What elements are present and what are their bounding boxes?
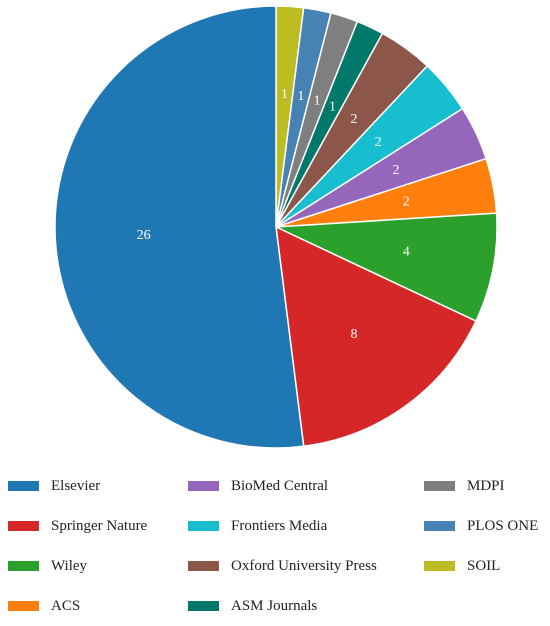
- legend-label: ASM Journals: [231, 597, 318, 614]
- slice-value-label-wiley: 4: [403, 244, 410, 259]
- slice-value-label-plos-one: 1: [297, 89, 304, 104]
- legend-label: MDPI: [467, 477, 505, 494]
- legend-item-wiley: Wiley: [8, 546, 87, 586]
- legend-item-springer-nature: Springer Nature: [8, 506, 147, 546]
- legend-swatch: [8, 481, 39, 491]
- slice-value-label-biomed-central: 2: [392, 163, 399, 178]
- legend-swatch: [424, 481, 455, 491]
- legend-label: ACS: [51, 597, 81, 614]
- slice-value-label-elsevier: 26: [137, 228, 151, 243]
- legend-item-frontiers-media: Frontiers Media: [188, 506, 327, 546]
- slice-value-label-springer-nature: 8: [350, 327, 357, 342]
- legend-item-asm-journals: ASM Journals: [188, 586, 317, 626]
- legend-label: SOIL: [467, 557, 501, 574]
- legend-item-oxford-university-press: Oxford University Press: [188, 546, 377, 586]
- pie-slice-springer-nature: [275, 225, 477, 448]
- legend-item-elsevier: Elsevier: [8, 466, 100, 506]
- legend-label: Wiley: [51, 557, 88, 574]
- legend-label: Elsevier: [51, 477, 101, 494]
- pie-slice-wiley: [275, 212, 498, 323]
- legend-label: BioMed Central: [231, 477, 329, 494]
- slice-value-label-oxford-university-press: 2: [350, 112, 357, 127]
- pie-slice-elsevier: [54, 5, 305, 449]
- legend-swatch: [8, 521, 39, 531]
- legend-swatch: [8, 601, 39, 611]
- legend-item-mdpi: MDPI: [424, 466, 505, 506]
- legend-swatch: [8, 561, 39, 571]
- slice-value-label-asm-journals: 1: [329, 100, 336, 115]
- legend-label: Oxford University Press: [231, 557, 377, 574]
- legend-swatch: [424, 561, 455, 571]
- legend-item-plos-one: PLOS ONE: [424, 506, 538, 546]
- legend-swatch: [188, 481, 219, 491]
- legend-swatch: [188, 561, 219, 571]
- legend-swatch: [188, 601, 219, 611]
- slice-value-label-soil: 1: [281, 87, 288, 102]
- legend-swatch: [188, 521, 219, 531]
- slice-value-label-frontiers-media: 2: [375, 135, 382, 150]
- legend-swatch: [424, 521, 455, 531]
- legend-item-acs: ACS: [8, 586, 80, 626]
- slice-value-label-acs: 2: [403, 195, 410, 210]
- legend-label: Frontiers Media: [231, 517, 328, 534]
- legend-item-soil: SOIL: [424, 546, 500, 586]
- chart-legend: Elsevier Springer Nature Wiley ACS BioMed Ce…: [0, 466, 550, 619]
- legend-label: PLOS ONE: [467, 517, 539, 534]
- legend-item-biomed-central: BioMed Central: [188, 466, 328, 506]
- slice-value-label-mdpi: 1: [313, 93, 320, 108]
- legend-label: Springer Nature: [51, 517, 148, 534]
